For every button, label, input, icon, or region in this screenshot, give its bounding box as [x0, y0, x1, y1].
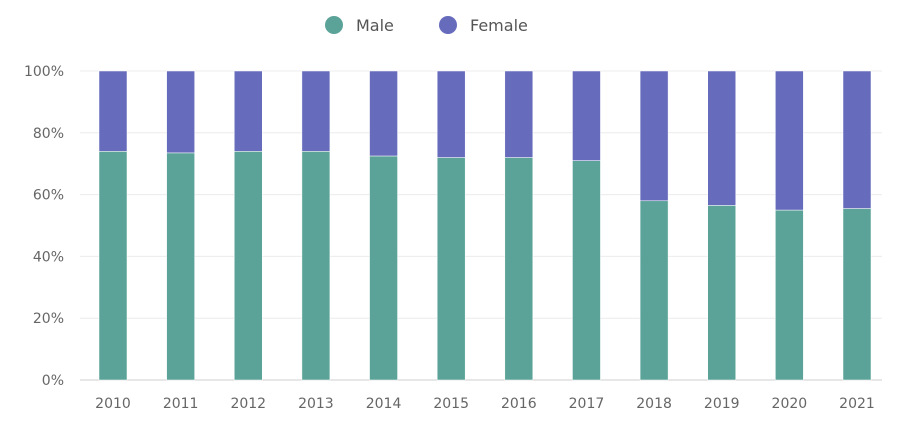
- legend-swatch: [325, 16, 343, 34]
- legend-label: Female: [470, 16, 528, 35]
- y-tick-label: 40%: [33, 249, 64, 265]
- x-tick-label: 2015: [433, 396, 469, 412]
- bar-male-2015[interactable]: [436, 157, 466, 381]
- bar-male-2020[interactable]: [775, 209, 804, 381]
- bar-male-2010[interactable]: [98, 151, 128, 381]
- x-tick-label: 2010: [95, 396, 131, 412]
- x-tick-label: 2018: [636, 396, 672, 412]
- y-tick-label: 60%: [33, 188, 64, 204]
- bar-male-2016[interactable]: [504, 157, 534, 381]
- bar-male-2014[interactable]: [369, 155, 398, 381]
- bar-female-2016[interactable]: [504, 70, 534, 158]
- bar-male-2019[interactable]: [707, 205, 736, 381]
- x-tick-label: 2019: [704, 396, 740, 412]
- legend-item-male[interactable]: Male: [325, 16, 394, 35]
- bar-female-2018[interactable]: [639, 70, 669, 202]
- gridlines: [80, 70, 882, 381]
- y-tick-label: 0%: [42, 373, 64, 389]
- x-tick-label: 2012: [230, 396, 266, 412]
- x-tick-label: 2014: [366, 396, 402, 412]
- y-tick-label: 20%: [33, 311, 64, 327]
- legend-item-female[interactable]: Female: [439, 16, 528, 35]
- x-tick-label: 2011: [163, 396, 199, 412]
- x-tick-label: 2016: [501, 396, 537, 412]
- legend-label: Male: [356, 16, 394, 35]
- bar-female-2013[interactable]: [301, 70, 331, 152]
- bar-female-2019[interactable]: [707, 70, 736, 206]
- x-tick-label: 2021: [839, 396, 875, 412]
- x-tick-label: 2020: [772, 396, 808, 412]
- x-tick-label: 2017: [569, 396, 605, 412]
- bar-male-2011[interactable]: [166, 152, 195, 381]
- bar-female-2017[interactable]: [572, 70, 601, 161]
- legend-swatch: [439, 16, 457, 34]
- bar-male-2021[interactable]: [842, 208, 872, 381]
- bars: [98, 70, 872, 381]
- legend: Male Female: [325, 16, 528, 35]
- bar-male-2013[interactable]: [301, 151, 331, 381]
- bar-female-2021[interactable]: [842, 70, 872, 209]
- y-tick-label: 100%: [24, 64, 64, 80]
- bar-female-2020[interactable]: [775, 70, 804, 211]
- bar-female-2012[interactable]: [234, 70, 263, 152]
- bar-male-2012[interactable]: [234, 151, 263, 381]
- bar-female-2011[interactable]: [166, 70, 195, 154]
- y-axis-ticks: 0% 20% 40% 60% 80% 100%: [24, 64, 64, 389]
- bar-male-2018[interactable]: [639, 200, 669, 381]
- bar-male-2017[interactable]: [572, 160, 601, 381]
- x-tick-label: 2013: [298, 396, 334, 412]
- y-tick-label: 80%: [33, 126, 64, 142]
- x-axis-ticks: 2010 2011 2012 2013 2014 2015 2016 2017 2018 2019…: [95, 396, 875, 412]
- bar-female-2014[interactable]: [369, 70, 398, 157]
- bar-female-2015[interactable]: [436, 70, 466, 158]
- bar-female-2010[interactable]: [98, 70, 128, 152]
